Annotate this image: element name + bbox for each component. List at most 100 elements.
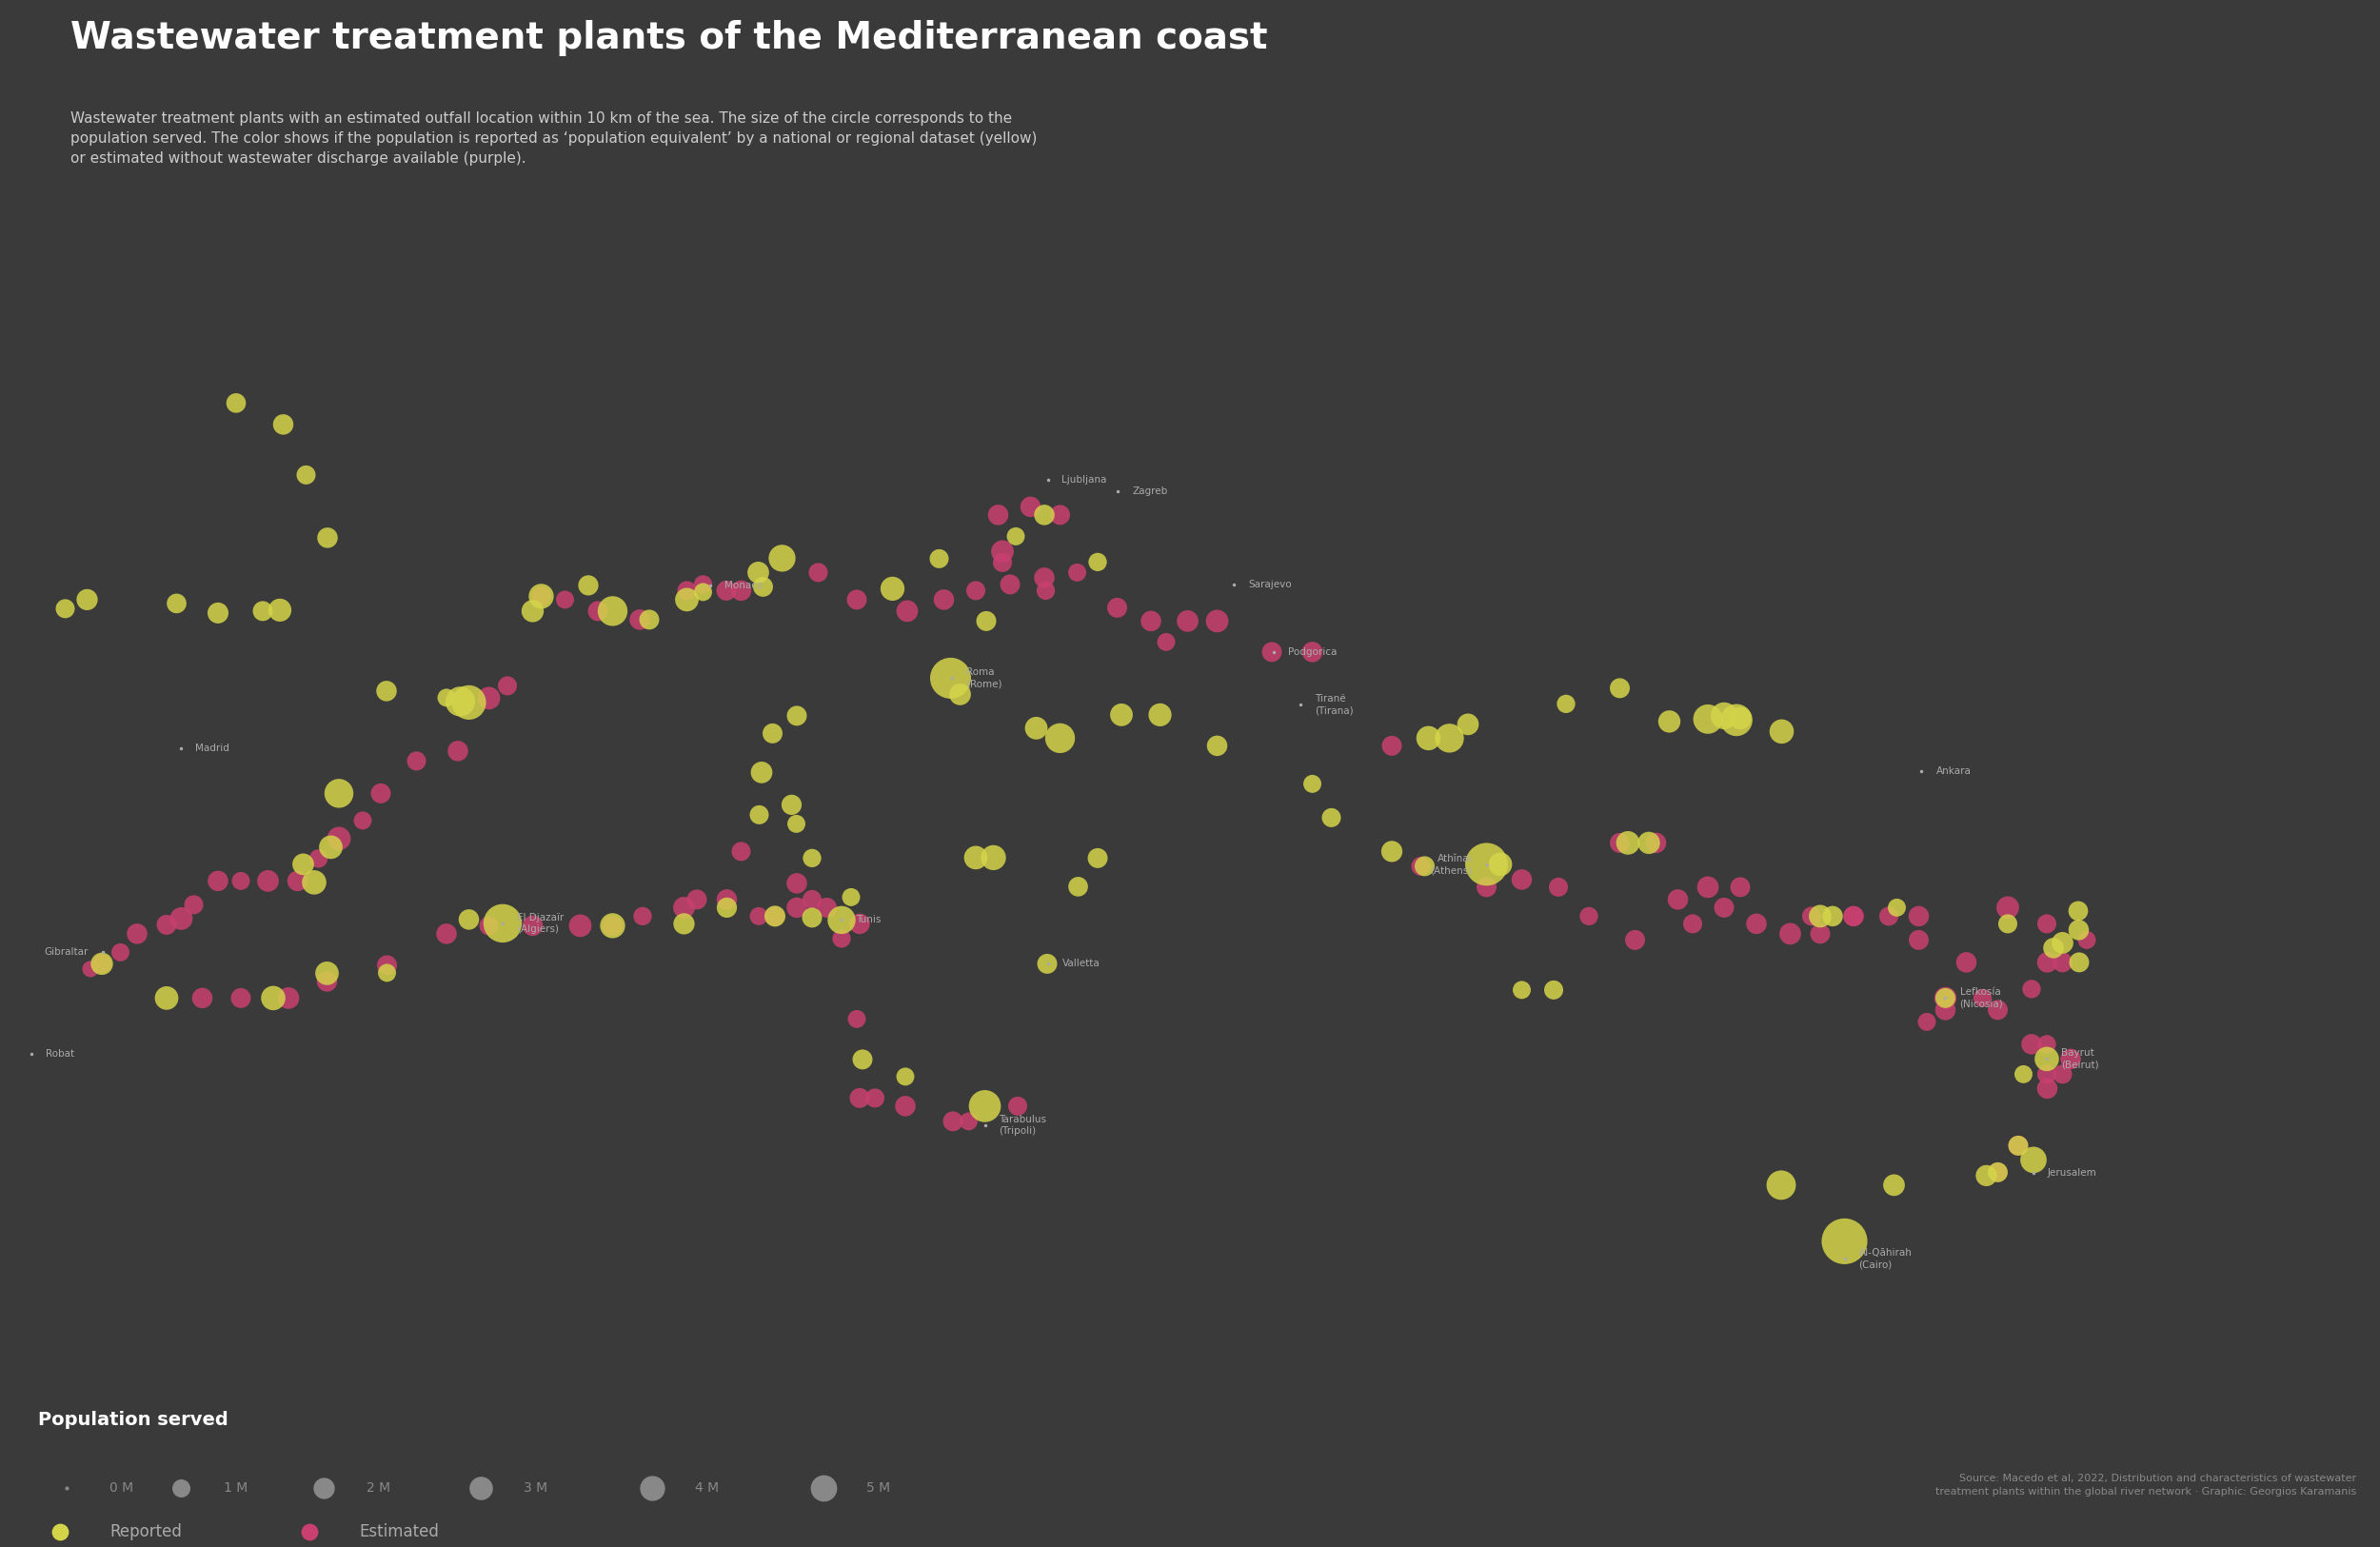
Point <box>1402 854 1440 879</box>
Point <box>740 803 778 828</box>
Point <box>1761 1173 1799 1197</box>
Point <box>1673 911 1711 936</box>
Point <box>1373 838 1411 863</box>
Point <box>1252 639 1290 664</box>
Point <box>1000 1094 1038 1118</box>
Point <box>843 1047 881 1072</box>
Point <box>940 682 978 707</box>
Point <box>1630 831 1668 855</box>
Point <box>2059 917 2097 942</box>
Point <box>669 579 707 603</box>
Point <box>1292 772 1330 797</box>
Point <box>1690 707 1728 732</box>
Point <box>1899 903 1937 928</box>
Point <box>221 985 259 1010</box>
Point <box>369 961 407 985</box>
Point <box>707 896 745 920</box>
Point <box>1990 896 2028 920</box>
Point <box>721 838 759 863</box>
Text: Estimated: Estimated <box>359 1522 440 1541</box>
Point <box>362 781 400 806</box>
Point <box>1721 705 1759 730</box>
Point <box>1602 676 1640 701</box>
Point <box>1835 903 1873 928</box>
Point <box>754 721 793 746</box>
Point <box>1028 951 1066 976</box>
Point <box>307 968 345 993</box>
Point <box>593 913 631 937</box>
Point <box>1133 608 1171 633</box>
Point <box>1616 928 1654 953</box>
Point <box>983 551 1021 575</box>
Point <box>148 985 186 1010</box>
Point <box>1169 608 1207 633</box>
Point <box>290 1519 328 1544</box>
Point <box>1373 733 1411 758</box>
Point <box>1871 903 1909 928</box>
Point <box>778 871 816 896</box>
Point <box>305 1476 343 1501</box>
Point <box>823 927 862 951</box>
Point <box>1292 639 1330 664</box>
Point <box>933 1109 971 1134</box>
Point <box>69 588 107 613</box>
Point <box>683 580 721 605</box>
Point <box>757 903 795 928</box>
Point <box>1468 874 1507 899</box>
Point <box>440 688 478 713</box>
Point <box>1311 806 1349 831</box>
Point <box>793 846 831 871</box>
Point <box>833 885 871 910</box>
Point <box>469 913 507 937</box>
Text: Tunis: Tunis <box>857 914 881 924</box>
Text: 4 M: 4 M <box>695 1482 719 1494</box>
Point <box>1964 985 2002 1010</box>
Point <box>48 1476 86 1501</box>
Point <box>278 868 317 893</box>
Point <box>1764 719 1802 744</box>
Point <box>1026 503 1064 528</box>
Point <box>838 588 876 613</box>
Point <box>1547 692 1585 716</box>
Point <box>545 588 583 613</box>
Point <box>1802 922 1840 947</box>
Point <box>950 1109 988 1134</box>
Point <box>966 1094 1004 1118</box>
Point <box>1721 874 1759 899</box>
Point <box>1197 608 1235 633</box>
Point <box>288 463 326 487</box>
Point <box>1947 950 1985 975</box>
Point <box>162 1476 200 1501</box>
Point <box>1449 712 1488 736</box>
Point <box>2035 936 2073 961</box>
Point <box>343 808 381 832</box>
Point <box>1026 579 1064 603</box>
Point <box>1925 985 1964 1010</box>
Point <box>438 738 476 763</box>
Point <box>838 1007 876 1032</box>
Point <box>300 846 338 871</box>
Point <box>1147 630 1185 654</box>
Point <box>450 690 488 715</box>
Point <box>1197 733 1235 758</box>
Point <box>1040 503 1078 528</box>
Point <box>793 886 831 911</box>
Point <box>269 985 307 1010</box>
Point <box>295 869 333 894</box>
Point <box>309 526 347 551</box>
Point <box>633 1476 671 1501</box>
Point <box>764 546 802 571</box>
Point <box>2052 1047 2090 1072</box>
Point <box>521 583 559 608</box>
Point <box>1875 1173 1914 1197</box>
Point <box>367 679 405 704</box>
Point <box>157 591 195 616</box>
Point <box>664 896 702 920</box>
Point <box>1999 1134 2037 1159</box>
Point <box>931 665 969 690</box>
Text: 0 M: 0 M <box>109 1482 133 1494</box>
Point <box>778 896 816 920</box>
Point <box>319 826 357 851</box>
Point <box>707 579 745 603</box>
Point <box>1637 831 1676 855</box>
